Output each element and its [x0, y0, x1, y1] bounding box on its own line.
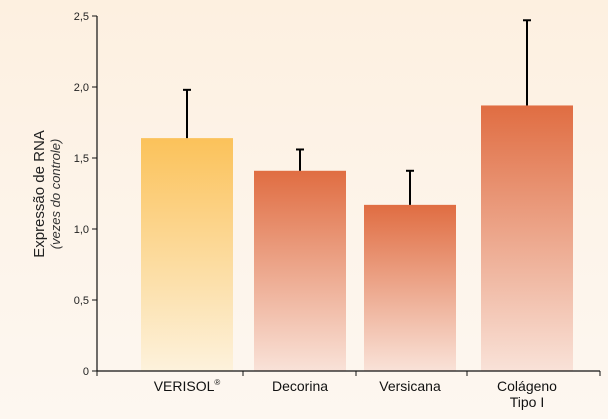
x-tick-label-0: VERISOL® — [154, 378, 221, 394]
y-tick-label-3: 1,5 — [74, 153, 89, 165]
x-tick-label-3-line2: Tipo I — [510, 394, 545, 410]
y-tick-label-4: 2,0 — [74, 82, 89, 94]
bar-0 — [141, 138, 233, 371]
y-axis-label: Expressão de RNA — [31, 130, 48, 258]
y-tick-label-2: 1,0 — [74, 224, 89, 236]
x-tick-label-3: Colágeno — [497, 378, 557, 394]
y-tick-label-5: 2,5 — [74, 11, 89, 23]
y-tick-label-1: 0,5 — [74, 295, 89, 307]
x-tick-label-1: Decorina — [272, 378, 328, 394]
y-tick-label-0: 0 — [83, 366, 89, 378]
y-axis-sublabel: (vezes do controle) — [48, 139, 63, 250]
x-tick-label-2: Versicana — [379, 378, 441, 394]
bar-1 — [254, 170, 346, 371]
bar-3 — [481, 105, 573, 372]
bar-2 — [364, 204, 456, 371]
